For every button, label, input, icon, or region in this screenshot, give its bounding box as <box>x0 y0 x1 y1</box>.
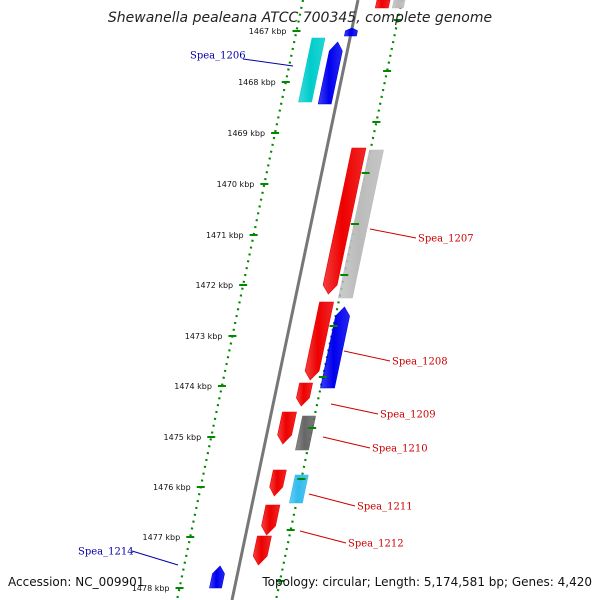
scale-tick-label: 1471 kbp <box>206 231 244 240</box>
scale-tick-label: 1469 kbp <box>227 129 265 138</box>
gene-label-spea-1209[interactable]: Spea_1209 <box>380 410 436 421</box>
scale-tick-label: 1470 kbp <box>217 180 255 189</box>
cds-1467-blue[interactable] <box>344 27 358 37</box>
cds-spea-1209[interactable] <box>296 382 313 407</box>
cds-spea-1206[interactable] <box>317 41 343 105</box>
gene-label-leader <box>369 228 417 239</box>
gene-label-leader <box>308 493 356 507</box>
scale-tick-label: 1473 kbp <box>185 332 223 341</box>
feature-spea-1211-blue[interactable] <box>289 474 309 504</box>
scale-tick-label: 1478 kbp <box>132 584 170 593</box>
scale-tick-label: 1467 kbp <box>249 27 287 36</box>
feature-spea-1207-grey[interactable] <box>338 149 384 299</box>
topology-text: Topology: circular; Length: 5,174,581 bp… <box>261 575 592 589</box>
gene-label-spea-1212[interactable]: Spea_1212 <box>348 539 404 550</box>
cds-spea-1210[interactable] <box>277 411 297 445</box>
scale-tick-label: 1476 kbp <box>153 483 191 492</box>
gene-label-spea-1207[interactable]: Spea_1207 <box>418 234 474 245</box>
gene-label-leader <box>131 550 179 566</box>
cds-spea-1213[interactable] <box>252 535 272 566</box>
gene-label-leader <box>343 350 391 362</box>
scale-tick-label: 1475 kbp <box>164 433 202 442</box>
feature-top-grey[interactable] <box>391 0 406 9</box>
cds-spea-1214[interactable] <box>209 565 225 589</box>
scale-tick-label: 1472 kbp <box>195 281 233 290</box>
gene-label-spea-1208[interactable]: Spea_1208 <box>392 357 448 368</box>
gene-label-spea-1210[interactable]: Spea_1210 <box>372 444 428 455</box>
features-group <box>209 0 406 589</box>
scale-tick-label: 1477 kbp <box>143 533 181 542</box>
scale-tick-label: 1474 kbp <box>174 382 212 391</box>
gene-label-leader <box>242 58 294 67</box>
cds-spea-1207[interactable] <box>322 147 367 295</box>
map-title: Shewanella pealeana ATCC 700345, complet… <box>108 10 492 26</box>
scale-ticks: 1467 kbp 1468 kbp 1469 kbp 1470 kbp 1471 kbp… <box>132 19 402 593</box>
gene-label-leader <box>322 436 371 449</box>
cds-spea-1208[interactable] <box>304 301 334 381</box>
cds-spea-1208-blue[interactable] <box>320 306 350 389</box>
feature-spea-1210-grey[interactable] <box>295 415 316 451</box>
scale-tick-label: 1468 kbp <box>238 78 276 87</box>
gene-label-spea-1206[interactable]: Spea_1206 <box>190 51 246 62</box>
feature-spea-1206-cyan[interactable] <box>298 37 326 103</box>
accession-text: Accession: NC_009901 <box>8 575 144 589</box>
gene-label-spea-1214[interactable]: Spea_1214 <box>78 547 134 558</box>
cds-spea-1212[interactable] <box>261 504 281 536</box>
cds-spea-1211[interactable] <box>269 469 287 497</box>
gene-labels: Spea_1206 Spea_1207 Spea_1208 Spea_1209 Spea… <box>78 51 474 566</box>
gene-label-leader <box>299 530 347 544</box>
cds-top-1[interactable] <box>374 0 391 9</box>
backbone-line <box>230 0 360 600</box>
gene-label-leader <box>330 403 379 415</box>
gene-label-spea-1211[interactable]: Spea_1211 <box>357 502 413 513</box>
